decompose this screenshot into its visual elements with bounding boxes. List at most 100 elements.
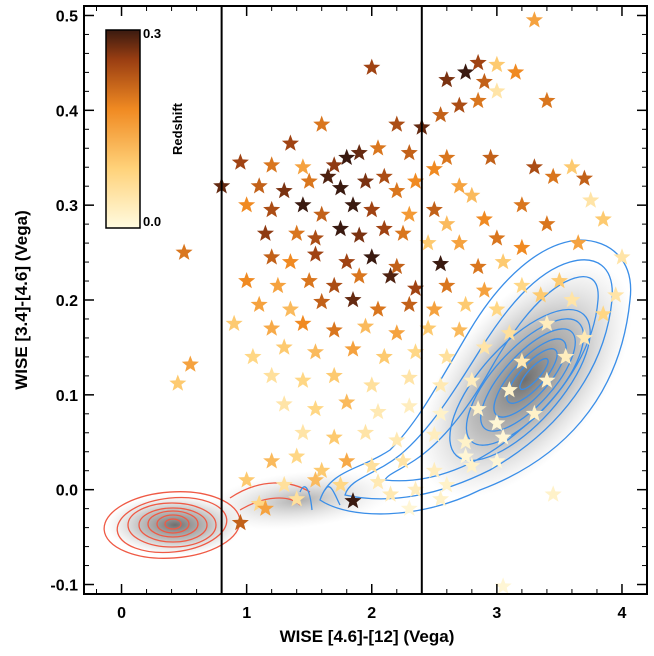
data-point-star	[575, 328, 593, 346]
data-point-star	[525, 404, 543, 422]
data-point-star	[263, 248, 281, 265]
data-point-star	[500, 324, 518, 341]
data-point-star	[575, 169, 593, 186]
data-point-star	[338, 393, 356, 410]
data-point-star	[432, 376, 450, 393]
data-point-star	[331, 179, 349, 196]
data-point-star	[181, 355, 199, 372]
data-point-star	[469, 53, 487, 71]
data-point-star	[388, 257, 406, 275]
y-tick-label: 0.3	[56, 198, 78, 215]
data-point-star	[369, 139, 387, 156]
data-point-star	[250, 494, 268, 512]
data-point-star	[544, 485, 562, 502]
data-point-star	[369, 300, 387, 317]
x-tick-label: 0	[117, 605, 126, 622]
data-point-star	[532, 286, 550, 303]
data-point-star	[407, 343, 425, 360]
data-point-star	[494, 253, 512, 270]
data-point-star	[457, 63, 475, 80]
data-point-star	[450, 234, 468, 251]
data-point-star	[344, 196, 362, 213]
x-tick-label: 1	[242, 605, 251, 622]
data-point-star	[488, 300, 506, 317]
data-point-star	[344, 291, 362, 308]
data-point-star	[469, 400, 487, 417]
colorbar-max-label: 0.3	[143, 26, 161, 41]
data-point-star	[338, 253, 356, 270]
data-point-star	[350, 267, 368, 284]
data-point-star	[356, 317, 375, 334]
data-point-star	[344, 492, 362, 509]
data-point-star	[394, 452, 412, 469]
data-point-star	[538, 371, 556, 388]
data-point-star	[500, 381, 518, 398]
data-point-star	[400, 295, 418, 312]
data-point-star	[269, 276, 287, 294]
data-point-star	[482, 148, 500, 165]
data-point-star	[363, 200, 381, 218]
data-point-star	[538, 215, 556, 232]
data-point-star	[557, 347, 575, 365]
data-point-star	[457, 295, 475, 312]
data-point-star	[488, 55, 506, 73]
data-point-star	[425, 461, 443, 478]
data-point-star	[438, 276, 456, 294]
data-point-star	[613, 248, 631, 265]
y-tick-label: -0.1	[50, 578, 78, 595]
data-point-star	[363, 58, 381, 75]
data-point-star	[369, 473, 387, 490]
y-tick-label: 0.4	[56, 103, 78, 120]
data-point-star	[432, 490, 450, 507]
data-point-star	[375, 219, 393, 237]
data-point-star	[375, 167, 393, 184]
data-point-star	[294, 196, 312, 213]
blue-contours	[299, 239, 632, 515]
data-point-star	[275, 395, 293, 412]
data-point-star	[294, 423, 312, 441]
data-point-star	[450, 321, 468, 338]
data-point-star	[438, 475, 456, 493]
data-point-star	[325, 156, 343, 173]
data-point-star	[394, 224, 412, 241]
data-point-star	[369, 402, 387, 420]
data-point-star	[457, 447, 475, 464]
data-point-star	[594, 210, 612, 227]
data-point-star	[238, 272, 256, 289]
data-point-star	[544, 167, 562, 184]
data-point-star	[363, 457, 381, 474]
data-point-star	[263, 366, 281, 384]
data-point-star	[338, 452, 356, 469]
data-point-star	[331, 219, 349, 237]
data-point-star	[407, 279, 425, 296]
data-point-star	[419, 234, 437, 251]
data-point-star	[388, 115, 406, 132]
data-point-star	[275, 338, 293, 355]
data-point-star	[607, 286, 625, 303]
data-point-star	[281, 300, 299, 317]
data-point-star	[400, 499, 418, 516]
data-point-star	[169, 374, 187, 391]
data-point-star	[432, 404, 450, 422]
data-point-star	[313, 461, 331, 478]
colorbar-title: Redshift	[170, 102, 185, 155]
data-point-star	[288, 490, 306, 507]
data-point-star	[407, 480, 425, 497]
vertical-lines	[220, 6, 423, 594]
data-point-star	[325, 366, 343, 384]
data-point-star	[294, 314, 312, 331]
data-point-star	[231, 153, 249, 170]
data-point-star	[350, 226, 368, 243]
density-background	[103, 239, 632, 559]
data-point-star	[263, 200, 281, 218]
data-point-star	[306, 229, 324, 246]
data-point-star	[325, 428, 343, 445]
data-point-star	[475, 338, 493, 355]
data-point-star	[275, 181, 293, 199]
data-point-star	[244, 347, 262, 365]
data-point-star	[513, 196, 531, 213]
data-point-star	[463, 371, 481, 388]
y-axis-ticks: -0.1 0.0 0.1 0.2 0.3 0.4 0.5	[50, 8, 647, 595]
data-point-star	[313, 292, 331, 310]
x-axis-title: WISE [4.6]-[12] (Vega)	[280, 627, 455, 646]
